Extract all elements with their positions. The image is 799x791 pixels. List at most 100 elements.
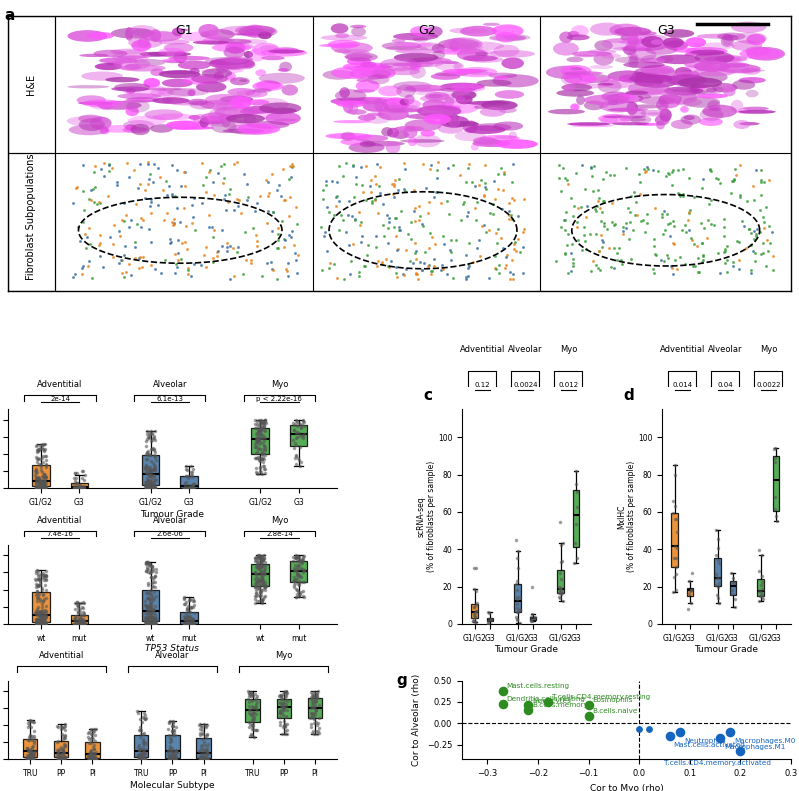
Point	[193, 745, 205, 758]
Ellipse shape	[630, 53, 638, 63]
Point	[188, 482, 201, 494]
Point	[144, 610, 157, 623]
Ellipse shape	[217, 114, 237, 121]
Point	[201, 718, 213, 731]
Point	[187, 478, 200, 490]
Point	[251, 450, 264, 463]
Ellipse shape	[442, 69, 483, 74]
Ellipse shape	[440, 83, 484, 90]
Point	[148, 615, 161, 628]
Point	[570, 486, 583, 498]
Point	[246, 687, 259, 700]
Point	[256, 573, 268, 585]
Point	[247, 707, 260, 720]
Point	[753, 543, 765, 556]
Point	[248, 581, 261, 593]
Point	[251, 424, 264, 437]
Point	[199, 746, 212, 759]
Ellipse shape	[684, 115, 695, 120]
Ellipse shape	[474, 105, 490, 109]
Point	[133, 744, 145, 757]
Ellipse shape	[435, 61, 462, 70]
Point	[54, 741, 67, 754]
Point	[55, 752, 68, 765]
Ellipse shape	[182, 76, 218, 85]
Point	[145, 617, 157, 630]
Ellipse shape	[400, 139, 445, 142]
Point	[468, 583, 481, 596]
Point	[254, 554, 267, 566]
Point	[148, 479, 161, 492]
Ellipse shape	[620, 70, 636, 82]
Point	[252, 426, 264, 438]
Point	[255, 420, 268, 433]
Ellipse shape	[189, 68, 200, 74]
Point	[279, 720, 292, 732]
Point	[141, 576, 154, 589]
Point	[249, 433, 262, 446]
Point	[143, 467, 156, 480]
Point	[311, 691, 324, 704]
Point	[34, 443, 46, 456]
Point	[258, 567, 271, 580]
Point	[290, 555, 303, 568]
Point	[468, 607, 481, 619]
PathPatch shape	[165, 735, 180, 758]
Point	[141, 446, 153, 459]
Point	[58, 738, 70, 751]
Point	[86, 726, 99, 739]
Point	[38, 593, 50, 606]
Ellipse shape	[417, 105, 462, 117]
Point	[554, 515, 566, 528]
Point	[145, 610, 157, 623]
Point	[39, 570, 52, 583]
Point	[30, 617, 43, 630]
Point	[78, 480, 90, 493]
Point	[685, 583, 698, 596]
Point	[273, 688, 286, 701]
Point	[140, 481, 153, 494]
Point	[555, 539, 567, 552]
Point	[289, 416, 302, 429]
Point	[148, 446, 161, 459]
Ellipse shape	[126, 88, 136, 94]
Point	[141, 616, 153, 629]
Point	[78, 481, 90, 494]
Point	[71, 617, 84, 630]
Ellipse shape	[686, 47, 728, 55]
Point	[139, 462, 152, 475]
Point	[53, 749, 66, 762]
Ellipse shape	[193, 40, 229, 44]
Point	[21, 742, 34, 755]
Point	[85, 752, 97, 765]
Point	[140, 458, 153, 471]
Point	[177, 618, 190, 630]
Ellipse shape	[188, 89, 196, 97]
Ellipse shape	[347, 109, 367, 115]
Ellipse shape	[348, 103, 358, 115]
Point	[137, 728, 149, 740]
Point	[141, 615, 154, 627]
Point	[713, 571, 725, 584]
Point	[59, 740, 72, 752]
Ellipse shape	[450, 40, 460, 51]
Ellipse shape	[686, 51, 716, 56]
Point	[30, 617, 43, 630]
Point	[682, 575, 695, 588]
Point	[296, 563, 308, 576]
Point	[141, 427, 153, 440]
Point	[142, 474, 155, 486]
Point	[257, 565, 270, 577]
Ellipse shape	[353, 89, 375, 93]
Point	[197, 751, 210, 763]
Point	[137, 747, 149, 760]
Text: Monocytes: Monocytes	[532, 698, 570, 704]
Point	[252, 550, 265, 562]
Point	[74, 613, 86, 626]
Point	[769, 510, 782, 523]
Point	[38, 471, 50, 483]
Point	[252, 589, 264, 601]
Point	[295, 421, 308, 433]
Ellipse shape	[388, 102, 399, 109]
Ellipse shape	[86, 32, 114, 40]
